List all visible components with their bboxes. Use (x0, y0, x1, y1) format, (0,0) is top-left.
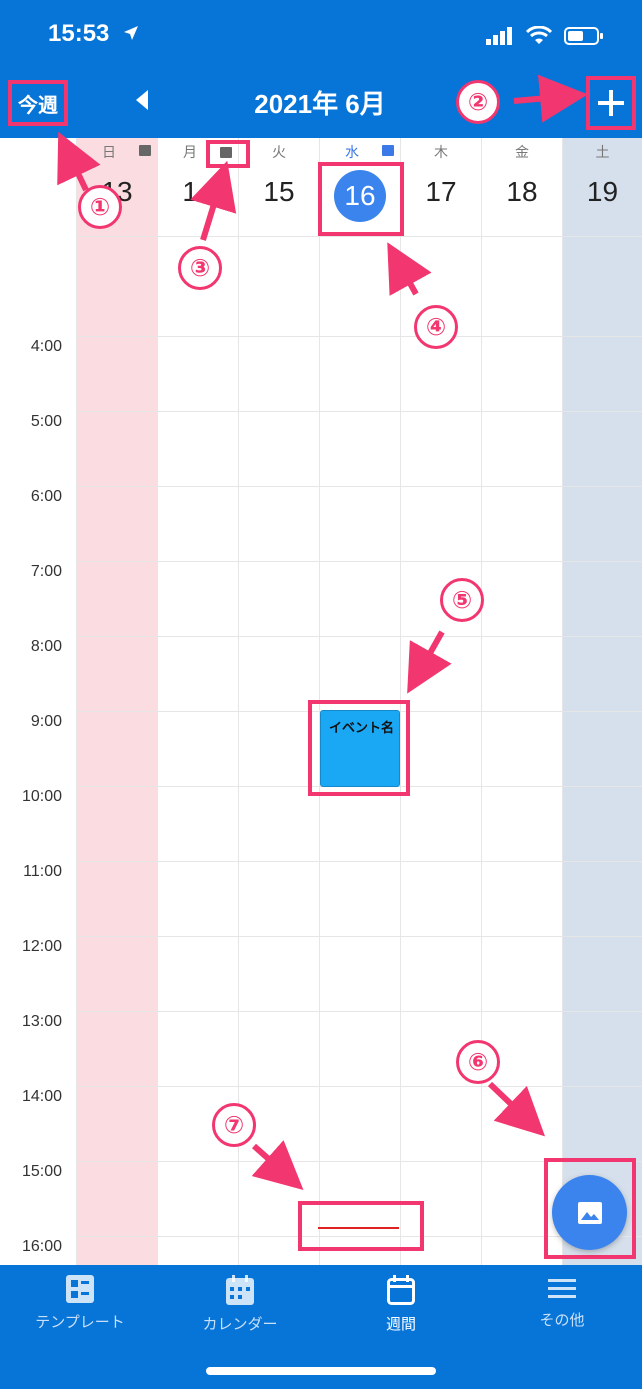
today-annotation (318, 162, 404, 236)
grid-line (76, 336, 642, 337)
time-label: 4:00 (30, 338, 62, 355)
day-of-week: 木 (434, 145, 448, 161)
time-label: 16:00 (21, 1238, 62, 1255)
image-icon[interactable] (382, 145, 394, 156)
time-label: 8:00 (30, 638, 62, 655)
time-label: 10:00 (21, 788, 62, 805)
day-header[interactable]: 水 16 (320, 138, 400, 238)
plus-icon (598, 90, 624, 116)
arrow-6 (487, 1081, 546, 1137)
image-icon[interactable] (220, 147, 232, 158)
time-label: 5:00 (30, 413, 62, 430)
grid-line (76, 936, 642, 937)
time-label: 13:00 (21, 1013, 62, 1030)
arrow-7 (251, 1140, 304, 1190)
fab-annotation (544, 1158, 636, 1259)
grid-line (76, 1161, 642, 1162)
day-header[interactable]: 火 15 (239, 138, 319, 238)
grid-line (76, 1086, 642, 1087)
grid-line (76, 561, 642, 562)
date-number: 18 (506, 176, 538, 207)
badge-2: ② (456, 80, 500, 124)
image-icon[interactable] (139, 145, 151, 156)
badge-7: ⑦ (212, 1103, 256, 1147)
grid-line (76, 236, 642, 237)
day-of-week: 日 (102, 145, 116, 161)
status-bar: 15:53 (0, 0, 642, 70)
arrow-4 (387, 242, 432, 296)
date-number: 15 (263, 176, 295, 207)
day-header[interactable]: 土 19 (563, 138, 642, 238)
day-of-week: 水 (345, 145, 359, 161)
day-of-week: 土 (595, 145, 610, 161)
grid-line (76, 861, 642, 862)
badge-3: ③ (178, 246, 222, 290)
tab-label: テンプレート (35, 1313, 125, 1331)
time-label: 11:00 (23, 863, 62, 880)
day-column-friday[interactable]: 金 18 (481, 138, 562, 1265)
tab-template[interactable]: テンプレート (0, 1275, 160, 1345)
day-column-saturday[interactable]: 土 19 (562, 138, 642, 1265)
menu-icon (548, 1279, 576, 1298)
week-grid[interactable]: 日 13 月 14 火 15 水 16 木 17 金 18 (0, 138, 642, 1265)
image-fab-button[interactable] (552, 1175, 627, 1250)
day-of-week: 火 (272, 145, 286, 161)
current-time-line (318, 1227, 399, 1229)
month-title: 2021年 6月 (254, 89, 386, 119)
tab-calendar[interactable]: カレンダー (160, 1275, 320, 1345)
home-indicator[interactable] (206, 1367, 436, 1375)
calendar-header: 今週 2021年 6月 (0, 70, 642, 138)
signal-icon (486, 27, 512, 45)
image-icon (577, 1201, 602, 1224)
tab-label: カレンダー (202, 1315, 278, 1333)
grid-line (76, 411, 642, 412)
status-icons (486, 26, 604, 46)
time-label: 7:00 (30, 563, 62, 580)
badge-6: ⑥ (456, 1040, 500, 1084)
tab-week[interactable]: 週間 (321, 1275, 481, 1345)
time-label: 14:00 (21, 1088, 62, 1105)
grid-line (76, 1011, 642, 1012)
day-of-week: 月 (183, 145, 197, 161)
time-label: 12:00 (21, 938, 62, 955)
event-annotation (308, 700, 410, 796)
tab-other[interactable]: その他 (482, 1275, 642, 1345)
arrow-2 (513, 74, 588, 123)
time-label: 6:00 (30, 488, 62, 505)
day-header[interactable]: 金 18 (482, 138, 562, 238)
status-time: 15:53 (48, 20, 110, 47)
day-header[interactable]: 木 17 (401, 138, 481, 238)
calendar-icon (226, 1275, 254, 1305)
event-block[interactable]: イベント名 (320, 710, 400, 787)
tab-label: 週間 (385, 1315, 416, 1333)
grid-line (76, 486, 642, 487)
badge-5: ⑤ (440, 578, 484, 622)
add-event-button[interactable] (586, 76, 636, 130)
template-icon (66, 1275, 94, 1303)
this-week-button[interactable]: 今週 (8, 80, 68, 126)
wifi-icon (526, 26, 552, 44)
day-column-tuesday[interactable]: 火 15 (238, 138, 319, 1265)
tab-label: その他 (539, 1311, 585, 1329)
current-time-annotation (298, 1201, 424, 1251)
arrow-1 (57, 131, 101, 192)
today-date[interactable]: 16 (334, 170, 386, 222)
date-number: 17 (425, 176, 457, 207)
badge-4: ④ (414, 305, 458, 349)
day-of-week: 金 (515, 145, 529, 161)
battery-icon (564, 27, 603, 45)
time-label: 9:00 (30, 713, 62, 730)
time-label: 15:00 (21, 1163, 62, 1180)
location-arrow-icon (124, 26, 138, 40)
date-number: 19 (586, 176, 619, 207)
grid-line (76, 1236, 642, 1237)
event-title: イベント名 (329, 721, 395, 736)
previous-week-icon[interactable] (136, 90, 148, 110)
badge-1: ① (78, 185, 122, 229)
grid-line (76, 636, 642, 637)
week-icon (387, 1275, 415, 1305)
arrow-3 (190, 160, 237, 241)
arrow-5 (407, 630, 452, 694)
